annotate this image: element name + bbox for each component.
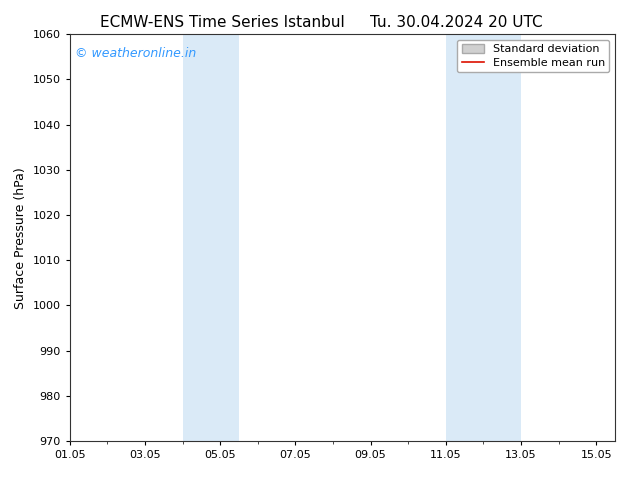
Legend: Standard deviation, Ensemble mean run: Standard deviation, Ensemble mean run bbox=[457, 40, 609, 73]
Text: © weatheronline.in: © weatheronline.in bbox=[75, 47, 197, 59]
Text: ECMW-ENS Time Series Istanbul: ECMW-ENS Time Series Istanbul bbox=[100, 15, 344, 30]
Bar bbox=[183, 34, 239, 441]
Bar bbox=[446, 34, 521, 441]
Text: Tu. 30.04.2024 20 UTC: Tu. 30.04.2024 20 UTC bbox=[370, 15, 543, 30]
Y-axis label: Surface Pressure (hPa): Surface Pressure (hPa) bbox=[14, 167, 27, 309]
